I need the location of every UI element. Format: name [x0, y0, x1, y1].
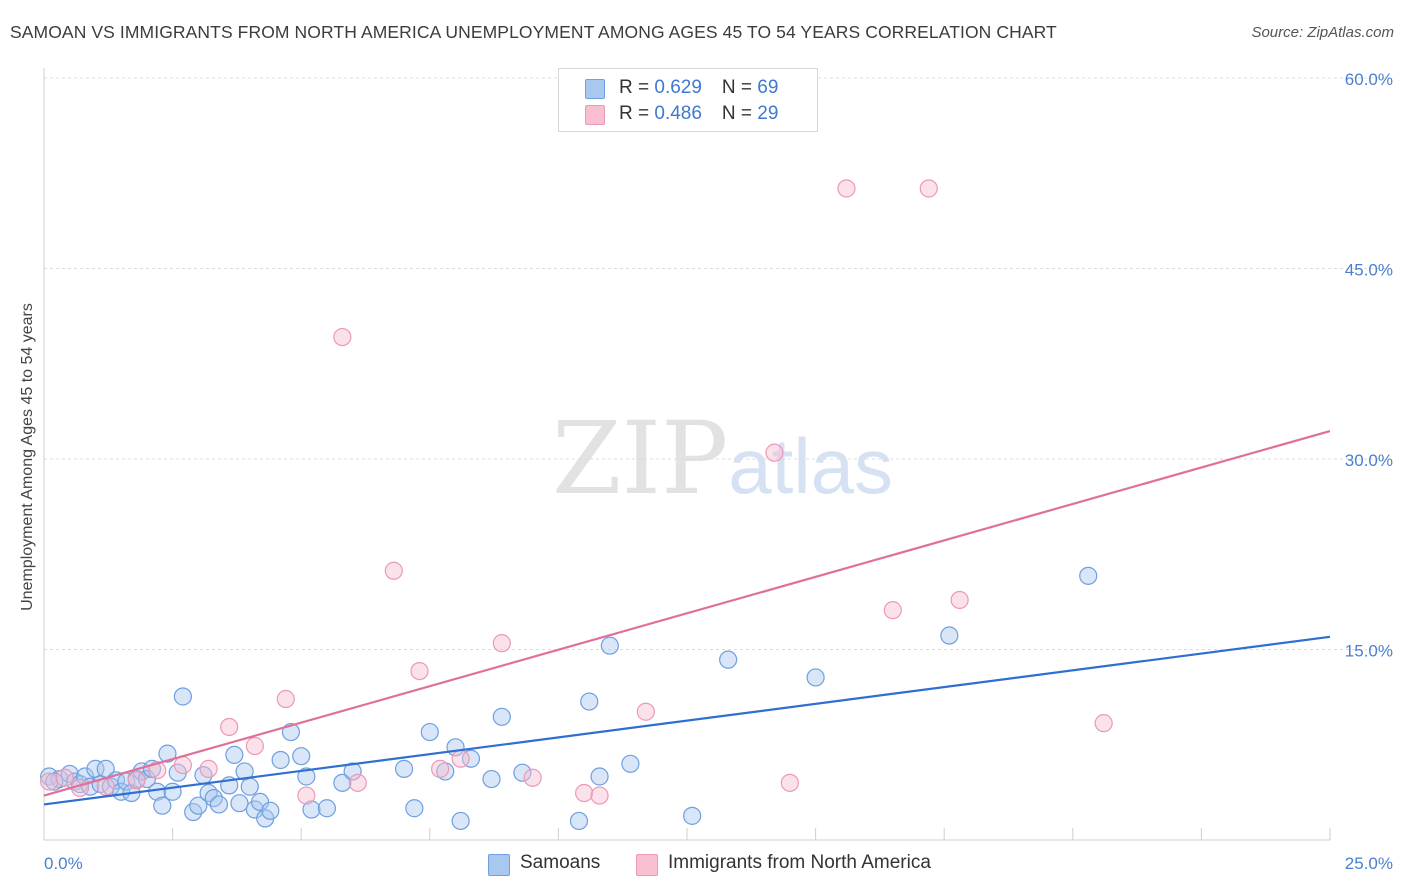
samoans-point [343, 762, 362, 781]
samoans-point [513, 763, 532, 782]
y-tick-label: 30.0% [1345, 451, 1393, 470]
x-tick-label: 25.0% [1345, 854, 1393, 873]
samoans-point [600, 636, 619, 655]
immigrants-point [837, 179, 856, 198]
immigrants-point [492, 634, 511, 653]
samoans-point [189, 796, 208, 815]
samoans-trend-line [43, 635, 1331, 806]
samoans-point [461, 749, 481, 768]
legend-n-value: 69 [757, 77, 779, 98]
legend-r-value: 0.486 [654, 103, 702, 124]
samoans-point [302, 800, 321, 819]
bottom-legend-swatch-immigrants [636, 854, 658, 876]
immigrants-point [765, 443, 784, 462]
samoans-point [261, 801, 280, 820]
samoans-point [683, 806, 702, 825]
immigrants-point [919, 179, 938, 198]
samoans-point [405, 799, 424, 818]
immigrants-point [780, 773, 799, 792]
legend-n-label: N = [721, 103, 758, 124]
samoans-point [225, 745, 244, 765]
y-tick-label: 45.0% [1345, 261, 1393, 280]
immigrants-point [199, 759, 218, 778]
samoans-point [621, 754, 640, 773]
samoans-point [163, 782, 182, 801]
chart-title: SAMOAN VS IMMIGRANTS FROM NORTH AMERICA … [10, 22, 1057, 42]
immigrants-point [430, 759, 450, 778]
samoans-point [158, 744, 177, 763]
x-tick-label: 0.0% [44, 854, 83, 873]
immigrants-point [127, 771, 146, 790]
samoans-point [333, 773, 352, 792]
immigrants-point [384, 561, 403, 580]
immigrants-point [333, 327, 352, 347]
immigrants-point [590, 786, 609, 805]
immigrants-point [636, 702, 655, 721]
samoans-point [940, 626, 959, 645]
immigrants-point [523, 768, 542, 787]
samoans-point [271, 750, 290, 770]
correlation-legend: R = 0.629 N = 69 R = 0.486 N = 29 [558, 68, 818, 132]
immigrants-point [148, 761, 167, 780]
samoans-point [394, 759, 414, 778]
legend-r-label: R = [619, 103, 655, 124]
samoans-point [153, 796, 172, 815]
samoans-point [199, 783, 218, 803]
samoans-point [436, 762, 455, 781]
immigrants-point [245, 736, 265, 756]
legend-n-label: N = [721, 77, 758, 98]
bottom-legend-swatch-samoans [488, 854, 510, 876]
immigrants-point [55, 768, 74, 787]
immigrants-point [173, 755, 192, 775]
bottom-legend-label-samoans: Samoans [520, 852, 601, 873]
bottom-legend-label-immigrants: Immigrants from North America [668, 852, 931, 873]
samoans-point [292, 747, 311, 766]
immigrants-point [575, 783, 594, 803]
samoans-point [806, 668, 825, 687]
samoans-point [240, 777, 259, 796]
immigrants-point [276, 689, 295, 709]
samoans-point [173, 687, 192, 706]
samoans-point [590, 767, 609, 786]
immigrants-point [950, 590, 969, 610]
samoans-point [719, 650, 738, 669]
samoans-point [297, 767, 316, 786]
immigrants-point [1094, 714, 1113, 733]
y-tick-label: 60.0% [1345, 70, 1393, 89]
legend-swatch-immigrants [585, 105, 605, 125]
samoans-point [45, 772, 64, 791]
legend-r-value: 0.629 [654, 77, 702, 98]
samoans-point [569, 811, 589, 831]
immigrants-point [410, 661, 429, 681]
legend-r-label: R = [619, 77, 655, 98]
samoans-point [317, 799, 337, 818]
immigrants-point [220, 717, 239, 737]
samoans-point [482, 769, 501, 789]
samoans-point [580, 692, 599, 711]
immigrants-point [451, 749, 470, 768]
samoans-point [420, 722, 439, 742]
y-tick-label: 15.0% [1345, 642, 1393, 661]
immigrants-trend-line [43, 430, 1331, 797]
samoans-point [230, 794, 249, 813]
immigrants-point [40, 772, 59, 791]
legend-swatch-samoans [585, 79, 605, 99]
immigrants-point [297, 786, 316, 805]
source-credit: Source: ZipAtlas.com [1251, 24, 1394, 41]
samoans-point [1079, 566, 1098, 585]
immigrants-point [883, 601, 902, 620]
legend-n-value: 29 [757, 103, 779, 124]
samoans-point [451, 811, 470, 831]
samoans-point [492, 707, 511, 726]
samoans-point [209, 795, 228, 814]
immigrants-point [348, 773, 367, 792]
